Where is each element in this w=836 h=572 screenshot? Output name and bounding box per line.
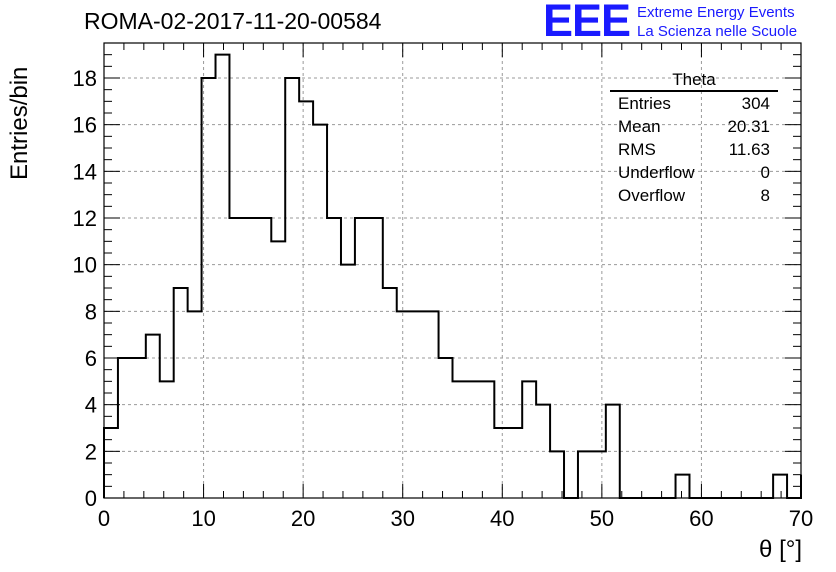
stats-label: Entries xyxy=(618,94,671,113)
plot-frame xyxy=(103,42,802,499)
y-tick-label: 10 xyxy=(73,253,97,278)
x-tick-label: 40 xyxy=(490,506,514,531)
stats-value: 11.63 xyxy=(728,140,770,159)
stats-row-entries: Entries 304 xyxy=(610,92,778,115)
eee-logo-text: Extreme Energy Events La Scienza nelle S… xyxy=(637,3,797,41)
histogram-bar xyxy=(146,335,160,498)
histogram-bar xyxy=(606,405,620,498)
y-tick-label: 4 xyxy=(85,393,97,418)
histogram-bar xyxy=(174,288,188,498)
x-tick-label: 50 xyxy=(590,506,614,531)
stats-box: Theta Entries 304 Mean 20.31 RMS 11.63 U… xyxy=(610,70,778,207)
y-tick-label: 2 xyxy=(85,439,97,464)
stats-value: 304 xyxy=(741,94,770,113)
histogram-bar xyxy=(578,451,592,498)
histogram-bar xyxy=(439,358,453,498)
histogram-bar xyxy=(494,428,508,498)
histogram-bar xyxy=(383,288,397,498)
y-tick-label: 14 xyxy=(73,159,97,184)
x-tick-label: 60 xyxy=(689,506,713,531)
eee-logo-line1: Extreme Energy Events xyxy=(637,4,795,21)
stats-row-overflow: Overflow 8 xyxy=(610,184,778,207)
stats-label: Mean xyxy=(618,117,661,136)
y-tick-label: 18 xyxy=(73,66,97,91)
histogram-outline xyxy=(103,53,802,499)
histogram-bar xyxy=(480,381,494,498)
histogram-bar xyxy=(676,475,690,498)
x-axis-label: θ [°] xyxy=(759,536,802,563)
histogram-bar xyxy=(592,451,606,498)
x-tick-label: 20 xyxy=(291,506,315,531)
y-tick-label: 16 xyxy=(73,113,97,138)
y-tick-label: 8 xyxy=(85,299,97,324)
stats-label: Underflow xyxy=(618,163,695,182)
histogram-bar xyxy=(299,101,313,498)
y-tick-label: 12 xyxy=(73,206,97,231)
stats-value: 8 xyxy=(760,186,770,205)
histogram-bar xyxy=(257,218,271,498)
histogram-bar xyxy=(132,358,146,498)
histogram-bar xyxy=(773,475,787,498)
x-tick-label: 70 xyxy=(789,506,813,531)
stats-row-mean: Mean 20.31 xyxy=(610,115,778,138)
y-tick-label: 0 xyxy=(85,486,97,511)
histogram-bar xyxy=(508,428,522,498)
stats-label: Overflow xyxy=(618,186,686,205)
histogram-bar xyxy=(118,358,132,498)
histogram-bar xyxy=(216,55,230,498)
y-axis-label: Entries/bin xyxy=(6,66,33,180)
histogram-bar xyxy=(466,381,480,498)
eee-logo: EEE xyxy=(543,0,631,46)
histogram-bar xyxy=(271,241,285,498)
stats-value: 20.31 xyxy=(727,117,770,136)
stats-row-rms: RMS 11.63 xyxy=(610,138,778,161)
histogram-bar xyxy=(341,265,355,498)
y-tick-label: 6 xyxy=(85,346,97,371)
x-tick-label: 10 xyxy=(191,506,215,531)
eee-logo-line2: La Scienza nelle Scuole xyxy=(637,23,798,40)
histogram-bar xyxy=(285,78,299,498)
x-tick-label: 0 xyxy=(98,506,110,531)
histogram-bar xyxy=(160,381,174,498)
histogram-bar xyxy=(522,381,536,498)
stats-label: RMS xyxy=(618,140,656,159)
x-tick-label: 30 xyxy=(390,506,414,531)
chart-title: ROMA-02-2017-11-20-00584 xyxy=(84,8,382,34)
stats-row-underflow: Underflow 0 xyxy=(610,161,778,184)
histogram-bar xyxy=(453,381,467,498)
stats-box-title: Theta xyxy=(610,70,778,92)
stats-value: 0 xyxy=(760,163,770,182)
